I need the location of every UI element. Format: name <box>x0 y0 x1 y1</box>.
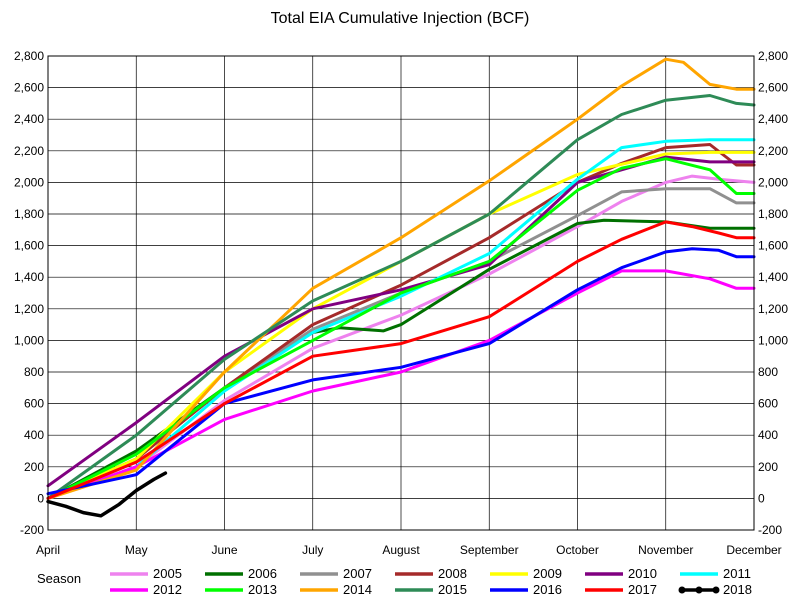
y-tick-label-left: 1,000 <box>14 333 44 347</box>
y-tick-label-right: 2,400 <box>758 112 788 126</box>
x-tick-label-august: August <box>382 543 420 557</box>
y-tick-label-right: 2,000 <box>758 175 788 189</box>
y-tick-label-right: 2,200 <box>758 144 788 158</box>
series-line-2005 <box>46 174 756 500</box>
legend-label-2008: 2008 <box>438 566 467 581</box>
legend-title: Season <box>37 571 81 586</box>
series-line-2018 <box>46 471 168 518</box>
y-tick-label-left: 400 <box>24 428 44 442</box>
y-tick-label-right: 2,600 <box>758 81 788 95</box>
y-tick-label-right: 1,200 <box>758 302 788 316</box>
y-tick-label-left: 2,200 <box>14 144 44 158</box>
legend-label-2007: 2007 <box>343 566 372 581</box>
series-line-2011 <box>46 138 756 500</box>
series-line-2013 <box>46 157 756 500</box>
legend-label-2006: 2006 <box>248 566 277 581</box>
y-tick-label-right: -200 <box>758 523 782 537</box>
y-tick-label-right: 1,800 <box>758 207 788 221</box>
legend-label-2017: 2017 <box>628 582 657 597</box>
x-tick-label-may: May <box>125 543 148 557</box>
chart-title: Total EIA Cumulative Injection (BCF) <box>271 10 530 27</box>
y-tick-label-left: 0 <box>37 491 44 505</box>
legend-label-2018: 2018 <box>723 582 752 597</box>
y-tick-label-left: -200 <box>20 523 44 537</box>
y-tick-label-left: 2,800 <box>14 49 44 63</box>
y-tick-label-left: 2,400 <box>14 112 44 126</box>
plot-frame <box>47 55 755 531</box>
legend-marker-2018-2 <box>712 586 720 594</box>
legend: 2005 2006 2007 2008 2009 2010 2011 2012 2013 2014… <box>110 566 752 597</box>
y-tick-label-right: 1,000 <box>758 333 788 347</box>
legend-label-2005: 2005 <box>153 566 182 581</box>
legend-marker-2018-1 <box>695 586 703 594</box>
y-tick-label-left: 1,400 <box>14 270 44 284</box>
y-tick-label-right: 400 <box>758 428 778 442</box>
grid <box>47 55 755 531</box>
series-line-2017 <box>46 220 756 500</box>
x-tick-label-october: October <box>556 543 599 557</box>
legend-label-2009: 2009 <box>533 566 562 581</box>
legend-label-2011: 2011 <box>723 566 751 581</box>
legend-label-2014: 2014 <box>343 582 372 597</box>
series-lines <box>46 57 756 518</box>
legend-marker-2018-0 <box>678 586 686 594</box>
x-tick-label-december: December <box>726 543 781 557</box>
y-tick-label-right: 200 <box>758 460 778 474</box>
y-tick-label-right: 1,600 <box>758 239 788 253</box>
legend-label-2015: 2015 <box>438 582 467 597</box>
y-axis-left: -200 0 200 400 600 800 1,000 1,200 1,400 1,600 1,8… <box>14 49 44 537</box>
y-axis-right: -200 0 200 400 600 800 1,000 1,200 1,400 1,600 1,8… <box>758 49 788 537</box>
y-tick-label-left: 1,600 <box>14 239 44 253</box>
x-tick-label-july: July <box>302 543 323 557</box>
y-tick-label-right: 0 <box>758 491 765 505</box>
legend-label-2013: 2013 <box>248 582 277 597</box>
x-tick-label-september: September <box>460 543 519 557</box>
legend-label-2010: 2010 <box>628 566 657 581</box>
y-tick-label-right: 600 <box>758 397 778 411</box>
series-line-2015 <box>46 94 756 500</box>
y-tick-label-left: 1,800 <box>14 207 44 221</box>
y-tick-label-right: 1,400 <box>758 270 788 284</box>
x-tick-label-april: April <box>36 543 60 557</box>
series-line-2014 <box>46 57 756 500</box>
y-tick-label-right: 800 <box>758 365 778 379</box>
y-tick-label-left: 800 <box>24 365 44 379</box>
legend-label-2012: 2012 <box>153 582 182 597</box>
y-tick-label-left: 2,600 <box>14 81 44 95</box>
x-axis: April May June July August September October No… <box>36 543 782 557</box>
y-tick-label-left: 600 <box>24 397 44 411</box>
x-tick-label-june: June <box>211 543 237 557</box>
y-tick-label-left: 1,200 <box>14 302 44 316</box>
y-tick-label-left: 2,000 <box>14 175 44 189</box>
legend-label-2016: 2016 <box>533 582 562 597</box>
y-tick-label-right: 2,800 <box>758 49 788 63</box>
y-tick-label-left: 200 <box>24 460 44 474</box>
x-tick-label-november: November <box>638 543 693 557</box>
